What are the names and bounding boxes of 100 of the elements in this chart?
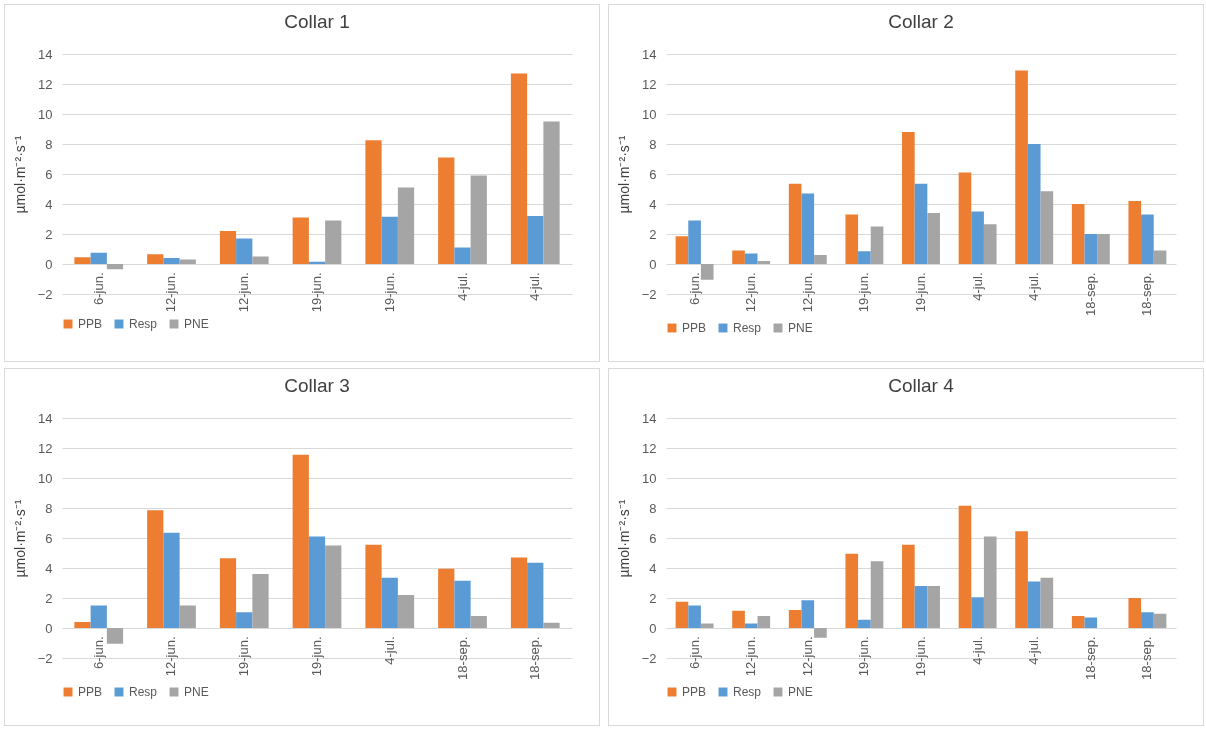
x-tick-label: 4-jul. <box>969 636 985 665</box>
bar <box>527 562 544 628</box>
bar <box>1097 234 1110 264</box>
bar <box>252 574 269 628</box>
y-axis-title: µmol·m⁻²·s⁻¹ <box>615 135 632 214</box>
bar <box>1015 531 1028 628</box>
bar <box>927 586 940 628</box>
y-tick-label: 10 <box>642 470 657 486</box>
bar <box>700 264 714 280</box>
x-tick-label: 12-jun. <box>743 636 759 677</box>
y-tick-label: 2 <box>45 590 53 606</box>
bar <box>914 586 928 628</box>
bar <box>744 623 758 628</box>
y-tick-label: 8 <box>649 500 657 516</box>
bar <box>1015 70 1028 264</box>
bar <box>788 610 802 628</box>
y-tick-label: 6 <box>649 166 657 182</box>
y-tick-label: 10 <box>642 106 657 122</box>
bar <box>397 595 415 628</box>
x-tick-label: 18-sep. <box>454 636 470 680</box>
y-tick-label: 2 <box>649 590 657 606</box>
y-tick-label: 6 <box>45 166 53 182</box>
legend-label: PPB <box>78 317 103 331</box>
bar <box>801 600 815 628</box>
bar <box>958 172 972 264</box>
y-axis-title: µmol·m⁻²·s⁻¹ <box>11 499 28 578</box>
bar <box>788 183 802 264</box>
y-tick-label: 4 <box>45 196 53 212</box>
x-tick-label: 4-jul. <box>969 272 985 301</box>
x-tick-label: 18-sep. <box>1082 272 1098 316</box>
x-tick-label: 12-jun. <box>743 272 759 313</box>
y-tick-label: −2 <box>641 650 657 666</box>
bar <box>1040 191 1054 264</box>
y-axis-title: µmol·m⁻²·s⁻¹ <box>11 135 28 214</box>
bar <box>147 254 164 264</box>
bar <box>1084 617 1098 628</box>
bar <box>870 561 884 628</box>
x-tick-label: 19-jun. <box>913 272 928 313</box>
bar <box>163 258 180 264</box>
bar <box>527 216 544 264</box>
bar <box>90 252 107 264</box>
bar <box>971 597 984 628</box>
chart-title: Collar 3 <box>284 375 350 396</box>
y-tick-label: 10 <box>38 470 53 486</box>
bar <box>902 132 915 264</box>
x-tick-label: 12-jun. <box>799 636 815 677</box>
bar <box>732 250 745 264</box>
bar <box>365 140 382 264</box>
x-tick-label: 4-jul. <box>1026 272 1042 301</box>
bar <box>90 605 107 628</box>
bar <box>454 580 471 628</box>
y-tick-label: 12 <box>38 76 53 92</box>
x-tick-label: 19-jun. <box>309 636 324 677</box>
bar <box>147 510 164 628</box>
bar <box>308 536 326 628</box>
bar <box>845 553 859 628</box>
x-tick-label: 19-jun. <box>381 272 397 313</box>
y-tick-label: 0 <box>45 620 53 636</box>
bar <box>983 224 997 264</box>
legend-label: Resp <box>733 685 762 699</box>
x-tick-label: 4-jul. <box>381 636 397 665</box>
bar <box>1153 613 1167 628</box>
bar <box>902 544 915 628</box>
bar <box>219 558 237 628</box>
bar <box>801 193 815 264</box>
bar <box>1084 234 1098 264</box>
bar <box>236 238 253 264</box>
y-tick-label: 10 <box>38 106 53 122</box>
bar <box>543 121 560 264</box>
bar <box>927 213 940 264</box>
bar <box>971 211 984 264</box>
bar <box>292 217 309 264</box>
bar <box>1071 204 1085 264</box>
x-tick-label: 6-jun. <box>90 272 106 306</box>
bar <box>292 454 309 628</box>
bar <box>983 536 997 628</box>
y-tick-label: 12 <box>642 440 657 456</box>
y-tick-label: 4 <box>649 560 657 576</box>
bar <box>106 264 124 270</box>
bar <box>397 187 415 264</box>
bar <box>365 544 382 628</box>
bar <box>1040 577 1054 628</box>
y-tick-label: −2 <box>641 286 657 302</box>
bar <box>1141 214 1154 264</box>
bar <box>1141 612 1154 628</box>
bar <box>179 605 196 628</box>
y-tick-label: 12 <box>642 76 657 92</box>
chart-title: Collar 4 <box>888 375 955 396</box>
y-tick-label: −2 <box>37 286 53 302</box>
x-tick-label: 12-jun. <box>799 272 815 313</box>
bar <box>438 568 455 628</box>
bar <box>1128 201 1142 264</box>
bar <box>870 226 884 264</box>
bar <box>845 214 859 264</box>
bar <box>700 623 714 628</box>
y-tick-label: 8 <box>45 136 53 152</box>
x-tick-label: 4-jul. <box>454 272 470 301</box>
x-tick-label: 12-jun. <box>236 272 252 313</box>
x-tick-label: 18-sep. <box>1139 636 1155 680</box>
bar <box>325 220 342 264</box>
